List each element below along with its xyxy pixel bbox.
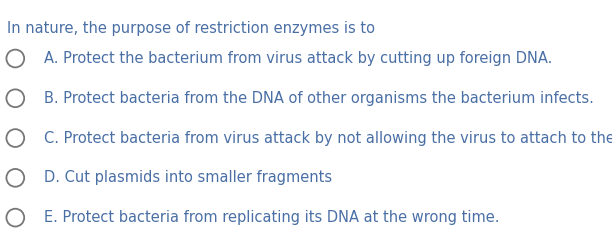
Text: B. Protect bacteria from the DNA of other organisms the bacterium infects.: B. Protect bacteria from the DNA of othe… (44, 91, 594, 106)
Text: A. Protect the bacterium from virus attack by cutting up foreign DNA.: A. Protect the bacterium from virus atta… (44, 51, 553, 66)
Text: D. Cut plasmids into smaller fragments: D. Cut plasmids into smaller fragments (44, 170, 332, 185)
Text: E. Protect bacteria from replicating its DNA at the wrong time.: E. Protect bacteria from replicating its… (44, 210, 499, 225)
Text: C. Protect bacteria from virus attack by not allowing the virus to attach to the: C. Protect bacteria from virus attack by… (44, 131, 612, 146)
Text: In nature, the purpose of restriction enzymes is to: In nature, the purpose of restriction en… (7, 21, 375, 36)
